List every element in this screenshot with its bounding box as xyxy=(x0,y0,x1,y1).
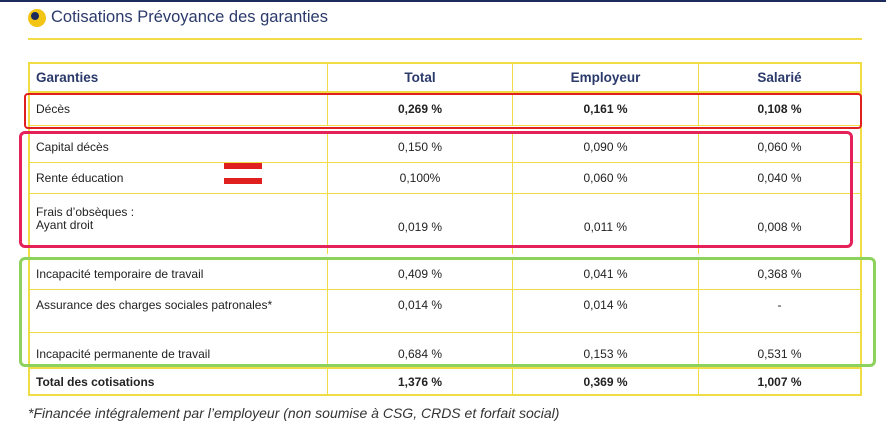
row-employeur: 0,014 % xyxy=(513,290,699,332)
row-total: 0,269 % xyxy=(328,93,513,125)
row-employeur: 0,041 % xyxy=(513,259,699,289)
row-label: Assurance des charges sociales patronale… xyxy=(30,290,328,332)
row-salarie: 0,531 % xyxy=(757,347,802,361)
row-label-line2: Ayant droit xyxy=(36,218,94,232)
row-total: 1,376 % xyxy=(328,369,513,394)
row-label: Rente éducation xyxy=(30,163,328,193)
row-employeur: 0,369 % xyxy=(513,369,699,394)
table-row: Rente éducation 0,100% 0,060 % 0,040 % xyxy=(30,163,860,194)
row-employeur: 0,090 % xyxy=(513,132,699,162)
footnote: *Financée intégralement par l’employeur … xyxy=(28,405,560,421)
row-label: Incapacité temporaire de travail xyxy=(30,259,328,289)
row-employeur: 0,153 % xyxy=(513,333,699,367)
equals-sign-top-bar xyxy=(224,163,262,169)
incapacite-highlight-box xyxy=(19,257,876,367)
equals-sign-bottom-bar xyxy=(224,178,262,184)
table-row: Incapacité permanente de travail 0,684 %… xyxy=(30,333,860,369)
table-row: Décès 0,269 % 0,161 % 0,108 % xyxy=(30,93,860,126)
section-header: Cotisations Prévoyance des garanties xyxy=(28,8,328,27)
table-row: Frais d’obsèques : Ayant droit 0,019 % 0… xyxy=(30,194,860,254)
column-header-total: Total xyxy=(328,64,513,91)
column-header-salarie: Salarié xyxy=(757,70,802,85)
row-total: 0,409 % xyxy=(328,259,513,289)
row-total: 0,014 % xyxy=(328,290,513,332)
title-underline xyxy=(28,38,862,40)
cotisations-table: Garanties Total Employeur Salarié Décès … xyxy=(28,62,862,396)
row-salarie: 0,040 % xyxy=(757,171,802,185)
row-total: 0,100% xyxy=(328,163,513,193)
deces-highlight-box xyxy=(24,93,862,129)
row-label: Total des cotisations xyxy=(30,369,328,394)
row-salarie: 0,368 % xyxy=(757,267,802,281)
row-total: 0,684 % xyxy=(328,333,513,367)
deces-details-highlight-box xyxy=(19,131,853,248)
row-total: 0,019 % xyxy=(328,194,513,254)
table-row: Capital décès 0,150 % 0,090 % 0,060 % xyxy=(30,132,860,163)
row-label: Décès xyxy=(30,93,328,125)
row-salarie: - xyxy=(777,298,782,312)
table-total-row: Total des cotisations 1,376 % 0,369 % 1,… xyxy=(30,369,860,394)
logo-icon xyxy=(28,8,46,27)
row-salarie: 0,008 % xyxy=(757,220,802,234)
table-row: Incapacité temporaire de travail 0,409 %… xyxy=(30,259,860,290)
row-salarie: 0,060 % xyxy=(757,140,802,154)
row-employeur: 0,060 % xyxy=(513,163,699,193)
row-employeur: 0,011 % xyxy=(513,194,699,254)
table-row: Assurance des charges sociales patronale… xyxy=(30,290,860,333)
row-label: Capital décès xyxy=(30,132,328,162)
row-label: Frais d’obsèques : Ayant droit xyxy=(30,194,328,254)
row-salarie: 0,108 % xyxy=(757,102,802,116)
table-header-row: Garanties Total Employeur Salarié xyxy=(30,64,860,93)
row-label: Incapacité permanente de travail xyxy=(30,333,328,367)
top-border xyxy=(0,0,886,2)
column-header-garanties: Garanties xyxy=(30,64,328,91)
row-salarie: 1,007 % xyxy=(757,374,802,389)
row-employeur: 0,161 % xyxy=(513,93,699,125)
row-total: 0,150 % xyxy=(328,132,513,162)
section-title: Cotisations Prévoyance des garanties xyxy=(51,8,328,26)
column-header-employeur: Employeur xyxy=(513,64,699,91)
row-label-line1: Frais d’obsèques : xyxy=(36,205,135,219)
